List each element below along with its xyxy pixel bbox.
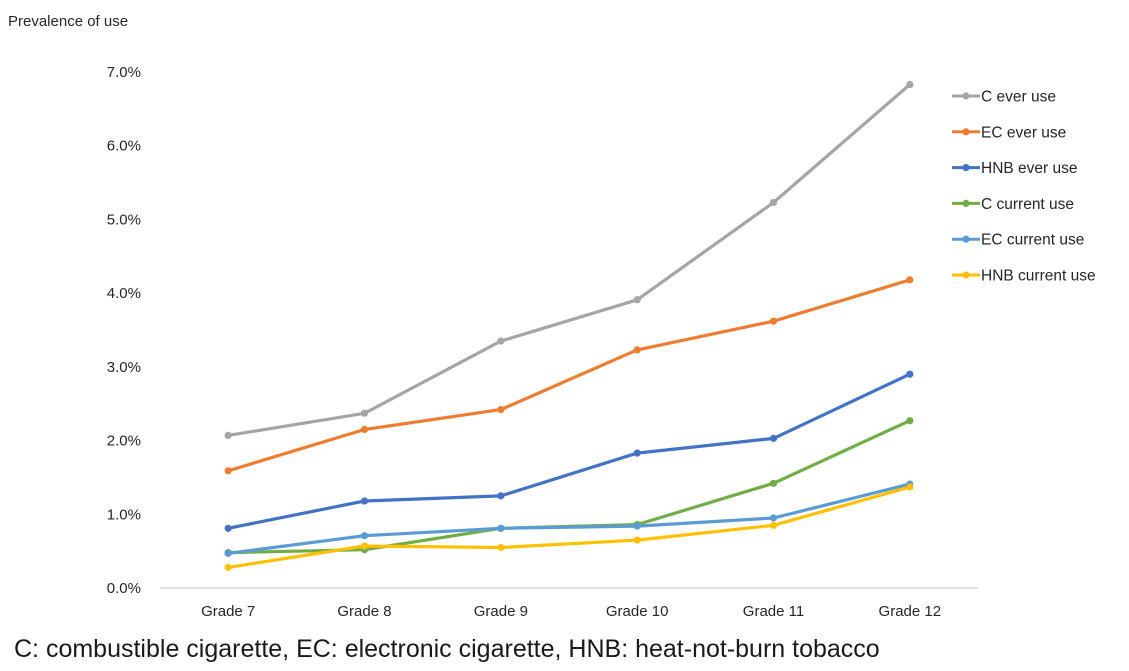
data-point (906, 370, 914, 378)
x-tick-label: Grade 10 (606, 603, 669, 620)
series-line (226, 82, 912, 437)
y-tick-labels: 0.0% 1.0% 2.0% 3.0% 4.0% 5.0% 6.0% 7.0% (107, 64, 141, 597)
series-lines (224, 80, 914, 571)
x-tick-label: Grade 12 (879, 603, 942, 620)
y-axis-title: Prevalence of use (8, 13, 128, 30)
series-line (226, 482, 912, 556)
y-tick-label: 0.0% (107, 580, 141, 597)
footnote: C: combustible cigarette, EC: electronic… (14, 635, 880, 663)
x-tick-label: Grade 9 (474, 603, 528, 620)
data-point (224, 549, 232, 557)
legend-label: HNB ever use (981, 160, 1077, 177)
series-line (226, 485, 912, 570)
data-point (633, 346, 641, 354)
data-point (769, 317, 778, 325)
data-point (633, 522, 641, 530)
data-point (360, 409, 369, 417)
legend-label: EC ever use (981, 124, 1066, 141)
legend-swatch-marker (962, 92, 970, 100)
data-point (906, 80, 914, 89)
data-point (633, 449, 641, 457)
legend-swatch-marker (962, 271, 970, 279)
data-point (769, 514, 778, 522)
data-point (633, 296, 641, 304)
legend-swatch-marker (962, 164, 970, 172)
data-point (360, 542, 369, 550)
data-point (224, 467, 232, 475)
data-point (497, 406, 505, 414)
x-tick-label: Grade 7 (201, 603, 255, 620)
y-tick-label: 6.0% (107, 138, 141, 155)
data-point (224, 563, 232, 571)
data-point (497, 543, 505, 552)
legend: C ever use EC ever use HNB ever use C curre… (952, 89, 1096, 285)
data-point (769, 434, 778, 442)
y-tick-label: 2.0% (107, 433, 141, 450)
series-line (226, 278, 912, 473)
data-point (224, 431, 232, 440)
legend-swatch-marker (962, 128, 970, 136)
y-tick-label: 1.0% (107, 506, 141, 523)
y-tick-label: 4.0% (107, 285, 141, 302)
series-line (226, 372, 912, 530)
data-point (906, 276, 914, 284)
data-point (769, 521, 778, 529)
y-tick-label: 5.0% (107, 211, 141, 228)
data-point (633, 536, 641, 544)
legend-swatch-marker (962, 199, 970, 207)
x-tick-label: Grade 8 (337, 603, 391, 620)
data-point (497, 492, 505, 500)
x-tick-labels: Grade 7 Grade 8 Grade 9 Grade 10 Grade 11 Gra… (201, 603, 941, 620)
legend-swatch-marker (962, 235, 970, 243)
y-tick-label: 3.0% (107, 359, 141, 376)
legend-label: EC current use (981, 232, 1084, 249)
data-point (360, 532, 369, 540)
legend-label: HNB current use (981, 268, 1096, 285)
x-tick-label: Grade 11 (743, 603, 804, 620)
data-point (224, 524, 232, 532)
legend-label: C ever use (981, 89, 1056, 106)
data-point (769, 198, 778, 207)
data-point (497, 337, 505, 345)
data-point (497, 524, 505, 532)
y-tick-label: 7.0% (107, 64, 141, 81)
data-point (360, 425, 369, 434)
legend-label: C current use (981, 196, 1074, 213)
data-point (769, 479, 778, 487)
data-point (906, 483, 914, 491)
data-point (360, 497, 369, 505)
data-point (906, 417, 914, 425)
